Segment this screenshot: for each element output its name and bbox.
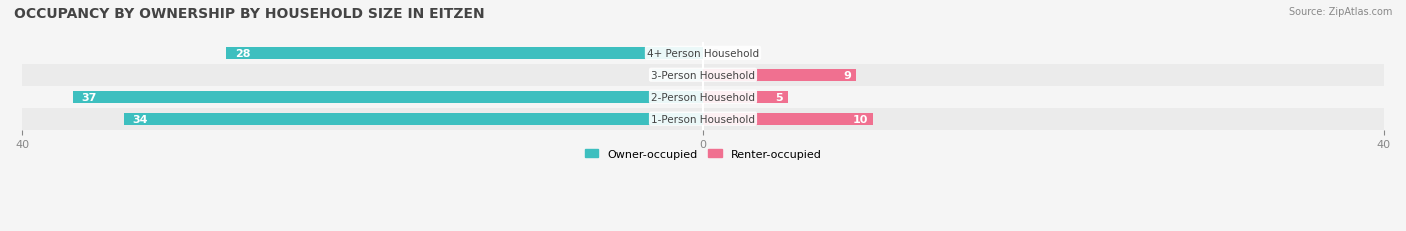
Bar	[703, 113, 873, 125]
Legend: Owner-occupied, Renter-occupied: Owner-occupied, Renter-occupied	[581, 145, 825, 164]
Text: Source: ZipAtlas.com: Source: ZipAtlas.com	[1288, 7, 1392, 17]
Text: 5: 5	[775, 92, 783, 102]
Bar	[73, 91, 703, 103]
Text: 28: 28	[235, 49, 250, 58]
Text: 4+ Person Household: 4+ Person Household	[647, 49, 759, 58]
Text: 1-Person Household: 1-Person Household	[651, 114, 755, 124]
Bar	[22, 86, 1384, 108]
Text: 37: 37	[82, 92, 97, 102]
Bar	[226, 48, 703, 60]
Text: 9: 9	[844, 70, 851, 80]
Bar	[22, 43, 1384, 64]
Text: 3: 3	[661, 70, 668, 80]
Bar	[652, 69, 703, 81]
Text: 2-Person Household: 2-Person Household	[651, 92, 755, 102]
Text: 10: 10	[853, 114, 868, 124]
Text: OCCUPANCY BY OWNERSHIP BY HOUSEHOLD SIZE IN EITZEN: OCCUPANCY BY OWNERSHIP BY HOUSEHOLD SIZE…	[14, 7, 485, 21]
Text: 3-Person Household: 3-Person Household	[651, 70, 755, 80]
Bar	[124, 113, 703, 125]
Bar	[703, 69, 856, 81]
Text: 34: 34	[132, 114, 148, 124]
Bar	[22, 108, 1384, 130]
Text: 0: 0	[711, 49, 718, 58]
Bar	[22, 64, 1384, 86]
Bar	[703, 91, 789, 103]
